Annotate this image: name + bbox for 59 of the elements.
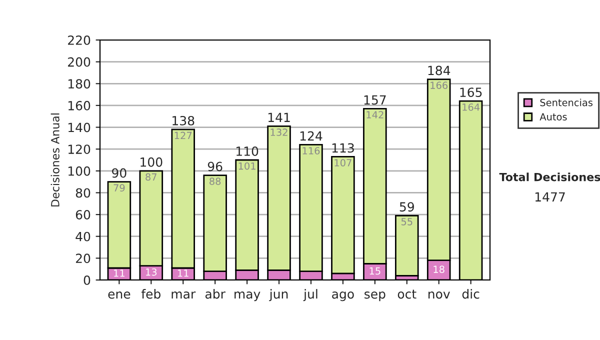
data-label: 13 [146, 268, 157, 276]
y-axis-title: Decisiones Anual [50, 114, 60, 206]
y-tick-label: 100 [68, 166, 90, 176]
total-label: 110 [236, 146, 258, 156]
total-label: 96 [208, 162, 222, 172]
x-tick-label: may [234, 292, 260, 302]
text: Total Decisiones [499, 172, 600, 182]
data-label: 132 [270, 128, 288, 136]
data-label: 11 [178, 270, 188, 277]
legend-label: Autos [540, 113, 567, 120]
total-label: 141 [268, 112, 290, 122]
y-tick-label: 140 [68, 122, 90, 132]
data-label: 166 [430, 82, 448, 89]
data-label: 11 [114, 270, 124, 277]
x-tick-label: nov [428, 292, 450, 299]
x-tick-label: feb [141, 289, 160, 299]
data-label: 116 [302, 147, 320, 154]
x-tick-label: mar [172, 292, 196, 299]
data-label: 15 [370, 267, 380, 275]
total-label: 100 [140, 157, 162, 167]
data-label: 142 [366, 111, 384, 118]
total-label: 138 [172, 116, 194, 126]
data-label: 164 [462, 103, 480, 111]
x-tick-label: jun [269, 289, 288, 302]
data-label: 79 [114, 184, 125, 192]
total-label: 165 [460, 88, 482, 98]
data-label: 101 [238, 162, 256, 170]
y-tick-label: 40 [76, 232, 90, 242]
total-label: 124 [300, 131, 322, 140]
y-tick-label: 60 [76, 210, 90, 220]
x-tick-label: dic [462, 289, 480, 299]
y-tick-label: 80 [76, 188, 90, 198]
y-tick-label: 220 [68, 35, 90, 45]
y-tick-label: 0 [84, 275, 90, 285]
legend-label: Sentencias [540, 98, 593, 106]
data-label: 107 [334, 159, 352, 166]
total-label: 59 [400, 202, 414, 212]
x-tick-label: ene [108, 292, 130, 299]
bar [395, 214, 419, 276]
y-tick-label: 120 [68, 144, 90, 154]
x-tick-label: ago [332, 292, 354, 302]
data-label: 88 [210, 178, 221, 185]
total-label: 184 [428, 66, 450, 76]
data-label: 87 [146, 173, 156, 181]
x-tick-label: oct [398, 290, 416, 299]
data-label: 18 [434, 266, 444, 274]
data-label: 127 [174, 132, 192, 140]
y-tick-label: 160 [68, 100, 90, 110]
y-tick-label: 20 [76, 254, 90, 264]
y-tick-label: 180 [68, 79, 90, 89]
x-tick-label: abr [205, 289, 226, 299]
total-label: 90 [112, 168, 126, 178]
total-label: 113 [332, 143, 354, 153]
x-tick-label: sep [364, 292, 386, 302]
y-tick-label: 200 [68, 57, 90, 67]
data-label: 55 [401, 218, 412, 226]
total-label: 157 [364, 95, 386, 105]
x-tick-label: jul [303, 289, 318, 302]
text: 1477 [535, 192, 565, 202]
